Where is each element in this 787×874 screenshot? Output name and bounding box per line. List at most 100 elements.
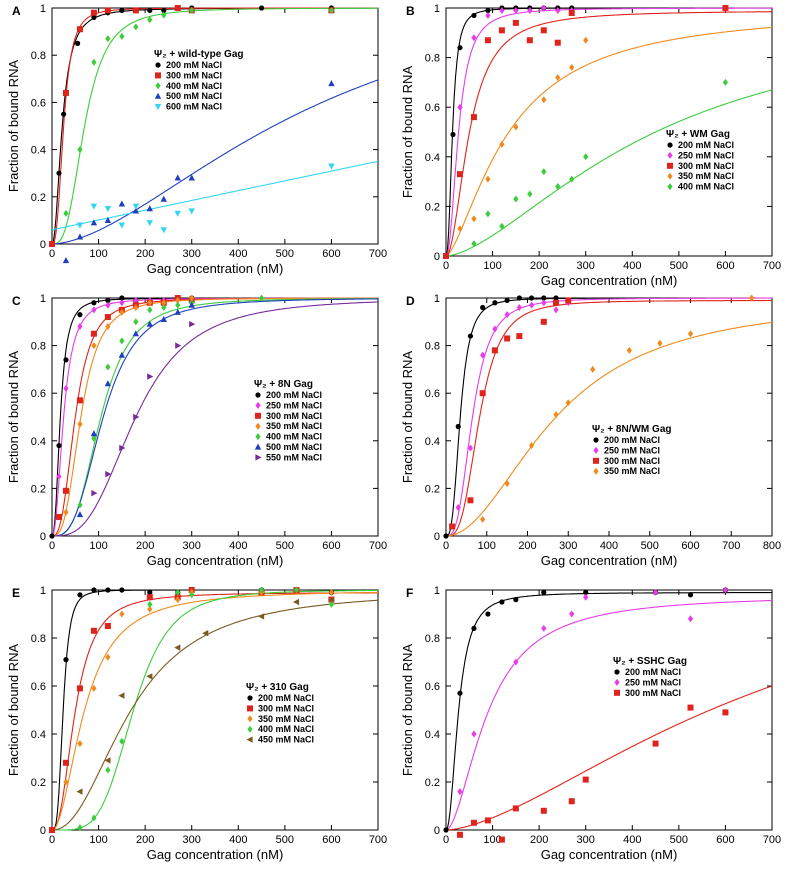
y-tick-label: 0.8 (425, 341, 440, 353)
data-point (188, 174, 195, 181)
data-point (77, 323, 83, 331)
data-point (471, 625, 477, 632)
fit-curve (446, 321, 772, 537)
legend-marker (254, 443, 262, 450)
x-tick-label: 400 (229, 540, 247, 552)
x-tick-label: 100 (89, 834, 107, 846)
x-axis-label: Gag concentration (nM) (147, 847, 284, 862)
data-point (687, 592, 694, 598)
legend-marker (255, 392, 261, 398)
data-point (554, 39, 561, 46)
plot-frame (445, 589, 773, 831)
y-tick-label: 0.2 (425, 777, 440, 789)
data-point (119, 337, 125, 345)
data-point (147, 605, 153, 613)
data-point (504, 335, 511, 342)
data-point (258, 613, 265, 620)
y-tick-label: 0 (434, 825, 440, 837)
legend-entry: 500 mM NaCl (266, 442, 322, 452)
data-point (456, 831, 463, 838)
data-point (450, 131, 456, 138)
data-point (541, 96, 547, 104)
data-point (90, 203, 98, 210)
data-point (91, 58, 97, 66)
data-point (175, 596, 181, 604)
data-point (174, 644, 181, 651)
legend-entry: 600 mM NaCl (166, 102, 222, 112)
data-point (91, 814, 97, 822)
fit-curve (52, 592, 378, 831)
data-point (91, 587, 97, 593)
y-tick-label: 1 (40, 293, 46, 305)
data-point (540, 807, 547, 814)
data-point (132, 7, 139, 14)
data-point (63, 357, 69, 363)
data-point (657, 339, 663, 347)
data-point (553, 306, 559, 314)
legend-title: Ψ₂ + 8N/WM Gag (592, 424, 672, 435)
data-point (132, 207, 140, 214)
y-axis-label: Fraction of bound RNA (6, 351, 21, 484)
data-point (470, 114, 477, 121)
legend-marker (667, 183, 673, 191)
y-tick-label: 0.6 (31, 681, 46, 693)
x-tick-label: 0 (49, 248, 55, 260)
x-tick-label: 600 (322, 248, 340, 260)
y-tick-label: 1 (434, 585, 440, 597)
legend-entry: 500 mM NaCl (166, 91, 222, 101)
legend-marker (247, 705, 253, 712)
fit-curve (52, 298, 378, 537)
data-point (457, 788, 463, 796)
data-point (722, 5, 729, 11)
data-point (160, 227, 167, 234)
data-point (62, 89, 69, 96)
data-point (174, 210, 181, 217)
panel-letter: A (12, 4, 21, 18)
data-point (133, 23, 139, 31)
data-point (119, 737, 125, 745)
data-point (76, 222, 84, 229)
y-tick-label: 0.2 (31, 483, 46, 495)
x-tick-label: 400 (600, 540, 618, 552)
data-point (553, 295, 559, 301)
x-tick-label: 700 (369, 540, 387, 552)
x-tick-label: 0 (443, 834, 449, 846)
data-point (62, 257, 70, 264)
legend-title: Ψ₂ + WM Gag (666, 129, 730, 140)
data-point (565, 399, 571, 407)
fit-curve (446, 7, 772, 257)
data-point (146, 673, 153, 680)
data-point (147, 16, 153, 24)
x-tick-label: 600 (716, 260, 734, 272)
legend-marker (255, 412, 261, 419)
fit-curve (52, 160, 378, 231)
data-point (498, 27, 505, 34)
data-point (555, 6, 561, 14)
x-tick-label: 700 (369, 834, 387, 846)
data-point (583, 589, 589, 596)
data-point (76, 233, 84, 240)
legend-marker (667, 142, 673, 148)
data-point (484, 817, 491, 824)
data-point (485, 210, 491, 218)
data-point (175, 342, 182, 349)
y-tick-label: 0.8 (31, 341, 46, 353)
y-tick-label: 0 (434, 251, 440, 263)
legend-entry: 350 mM NaCl (266, 421, 322, 431)
data-point (467, 333, 474, 339)
data-point (541, 589, 547, 596)
data-point (160, 195, 167, 202)
data-point (174, 308, 181, 315)
y-tick-label: 0.6 (31, 388, 46, 400)
fit-curve (52, 7, 378, 245)
data-point (492, 300, 498, 306)
data-point (175, 296, 181, 304)
y-tick-label: 0.6 (425, 102, 440, 114)
data-point (516, 333, 523, 340)
data-point (118, 692, 125, 699)
data-point (56, 442, 62, 449)
data-point (540, 318, 547, 325)
data-point (516, 295, 522, 301)
